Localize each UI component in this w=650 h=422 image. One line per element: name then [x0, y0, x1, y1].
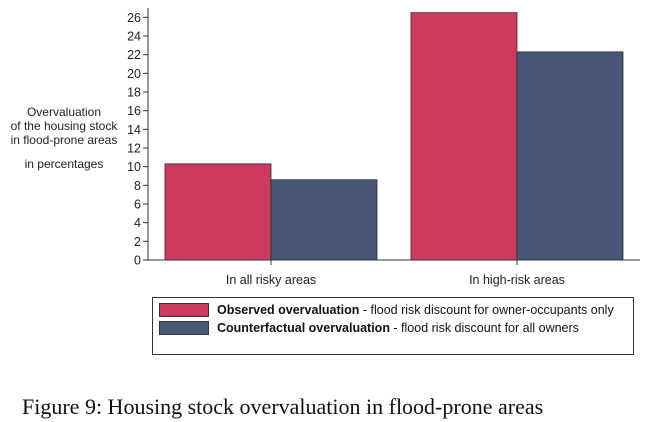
y-tick-label: 18	[127, 86, 141, 100]
y-axis-label-line-3: in flood-prone areas	[11, 133, 118, 147]
x-axis-ticks: In all risky areas In high-risk areas	[226, 260, 565, 287]
legend-label-counterfactual-name: Counterfactual overvaluation	[217, 321, 390, 335]
legend-label-counterfactual-desc: - flood risk discount for all owners	[389, 321, 579, 335]
legend-swatch-observed	[159, 303, 209, 317]
figure-caption: Figure 9: Housing stock overvaluation in…	[22, 394, 544, 419]
y-axis-label: Overvaluation of the housing stock in fl…	[11, 105, 119, 171]
y-tick-label: 6	[134, 198, 141, 212]
y-tick-label: 24	[127, 30, 141, 44]
legend-label-observed: Observed overvaluation - flood risk disc…	[217, 303, 614, 317]
bars	[164, 12, 624, 261]
legend-label-observed-name: Observed overvaluation	[217, 303, 360, 317]
y-tick-label: 10	[127, 160, 141, 174]
legend-item-counterfactual: Counterfactual overvaluation - flood ris…	[159, 321, 579, 335]
bar-chart: Overvaluation of the housing stock in fl…	[11, 8, 640, 287]
y-tick-label: 8	[134, 179, 141, 193]
bar-observed-1	[410, 12, 518, 261]
y-tick-label: 20	[127, 67, 141, 81]
legend-swatch-counterfactual	[159, 321, 209, 335]
legend-label-observed-desc: - flood risk discount for owner-occupant…	[359, 303, 614, 317]
y-tick-label: 16	[127, 104, 141, 118]
bar-observed-0	[164, 163, 272, 261]
y-tick-label: 26	[127, 11, 141, 25]
y-axis-label-line-2: of the housing stock	[11, 119, 119, 133]
y-tick-label: 12	[127, 142, 141, 156]
y-tick-label: 2	[134, 235, 141, 249]
y-axis-label-line-1: Overvaluation	[27, 105, 101, 119]
y-tick-label: 0	[134, 254, 141, 268]
y-tick-label: 22	[127, 48, 141, 62]
x-tick-label: In high-risk areas	[469, 273, 565, 287]
legend-label-counterfactual: Counterfactual overvaluation - flood ris…	[217, 321, 579, 335]
y-tick-label: 14	[127, 123, 141, 137]
legend-item-observed: Observed overvaluation - flood risk disc…	[159, 303, 614, 317]
legend: Observed overvaluation - flood risk disc…	[152, 297, 634, 355]
bar-counterfactual-1	[516, 51, 624, 261]
bar-counterfactual-0	[270, 179, 378, 261]
y-axis-label-line-4: in percentages	[25, 157, 104, 171]
y-tick-label: 4	[134, 216, 141, 230]
x-tick-label: In all risky areas	[226, 273, 316, 287]
